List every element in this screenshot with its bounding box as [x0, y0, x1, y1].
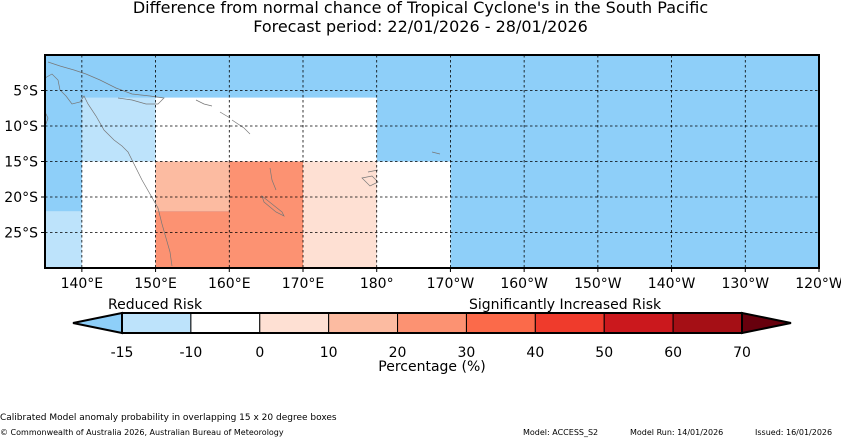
colorbar-ticks: -15 -10 0 10 20 30 40 50 60 70 [111, 345, 751, 361]
chart-title: Difference from normal chance of Tropica… [132, 0, 709, 17]
colorbar-segment-6 [534, 312, 605, 334]
colorbar-segment-2 [259, 312, 330, 334]
heatmap-cell-0 [45, 211, 82, 268]
colorbar-tick-label-3: 10 [320, 345, 338, 361]
coastline-outlines [44, 61, 441, 267]
heatmap-cell-1 [81, 97, 156, 162]
colorbar-segments [72, 311, 792, 335]
x-tick-label-9: 130°W [721, 276, 769, 292]
colorbar-segment-0 [121, 312, 192, 334]
australia-coast [44, 73, 173, 267]
colorbar-reduced-risk-caption: Reduced Risk [108, 297, 203, 313]
map-plot: 140°E 150°E 160°E 170°E 180° 170°W 160°W 150°W 1… [4, 54, 841, 292]
colorbar-over-extend [741, 311, 792, 335]
y-tick-label-3: 20°S [4, 190, 38, 206]
chart-subtitle: Forecast period: 22/01/2026 - 28/01/2026 [253, 17, 588, 36]
colorbar-under-extend [72, 311, 123, 335]
x-tick-label-10: 120°W [795, 276, 841, 292]
y-tick-label-4: 25°S [4, 226, 38, 242]
x-tick-label-6: 160°W [500, 276, 548, 292]
x-tick-label-3: 170°E [282, 276, 325, 292]
x-tick-label-4: 180° [360, 276, 394, 292]
colorbar-segment-3 [328, 312, 399, 334]
colorbar-segment-8 [672, 312, 743, 334]
vanuatu [269, 167, 277, 191]
x-tick-label-2: 160°E [208, 276, 251, 292]
y-tick-label-0: 5°S [13, 84, 38, 100]
colorbar-segment-4 [397, 312, 467, 334]
colorbar-tick-label-8: 60 [664, 345, 682, 361]
heatmap-cell-7 [229, 161, 303, 268]
colorbar-segment-5 [465, 312, 536, 334]
heatmap-cell-6 [155, 211, 230, 268]
x-tick-label-8: 140°W [648, 276, 696, 292]
colorbar-increased-risk-caption: Significantly Increased Risk [469, 297, 662, 313]
footer-copyright: © Commonwealth of Australia 2026, Austra… [0, 428, 284, 437]
colorbar-segment-1 [190, 312, 261, 334]
heatmap-cell-3 [155, 97, 377, 162]
footer-model-run: Model Run: 14/01/2026 [630, 428, 724, 437]
x-tick-label-0: 140°E [61, 276, 104, 292]
footer-issued: Issued: 16/01/2026 [755, 428, 833, 437]
x-tick-label-7: 150°W [574, 276, 622, 292]
colorbar-tick-label-0: -15 [111, 345, 134, 361]
samoa [431, 151, 441, 155]
colorbar-tick-label-4: 20 [389, 345, 407, 361]
y-tick-label-1: 10°S [4, 119, 38, 135]
colorbar-tick-label-1: -10 [179, 345, 202, 361]
heatmap-cell-4 [376, 161, 451, 268]
y-axis-ticks: 5°S 10°S 15°S 20°S 25°S [4, 84, 45, 242]
colorbar-segment-7 [603, 312, 674, 334]
y-tick-label-2: 15°S [4, 155, 38, 171]
heatmap-cell-8 [303, 161, 377, 268]
colorbar-label: Percentage (%) [378, 359, 485, 375]
heatmap-cell-5 [155, 161, 230, 212]
new-guinea-coast [47, 61, 165, 105]
colorbar-tick-label-6: 40 [526, 345, 544, 361]
footer-model: Model: ACCESS_S2 [523, 428, 599, 437]
x-tick-label-5: 170°W [427, 276, 475, 292]
colorbar-tick-label-7: 50 [595, 345, 613, 361]
colorbar-tick-label-2: 0 [255, 345, 264, 361]
colorbar-tick-label-9: 70 [733, 345, 751, 361]
new-caledonia [261, 194, 285, 217]
heatmap-cell-2 [81, 161, 156, 268]
colorbar-tick-label-5: 30 [458, 345, 476, 361]
footer-note: Calibrated Model anomaly probability in … [0, 413, 337, 423]
x-tick-label-1: 150°E [134, 276, 177, 292]
solomon-islands [195, 99, 251, 135]
x-axis-ticks: 140°E 150°E 160°E 170°E 180° 170°W 160°W 150°W 1… [61, 268, 841, 292]
colorbar-frame [121, 312, 743, 334]
graticule [45, 55, 819, 268]
